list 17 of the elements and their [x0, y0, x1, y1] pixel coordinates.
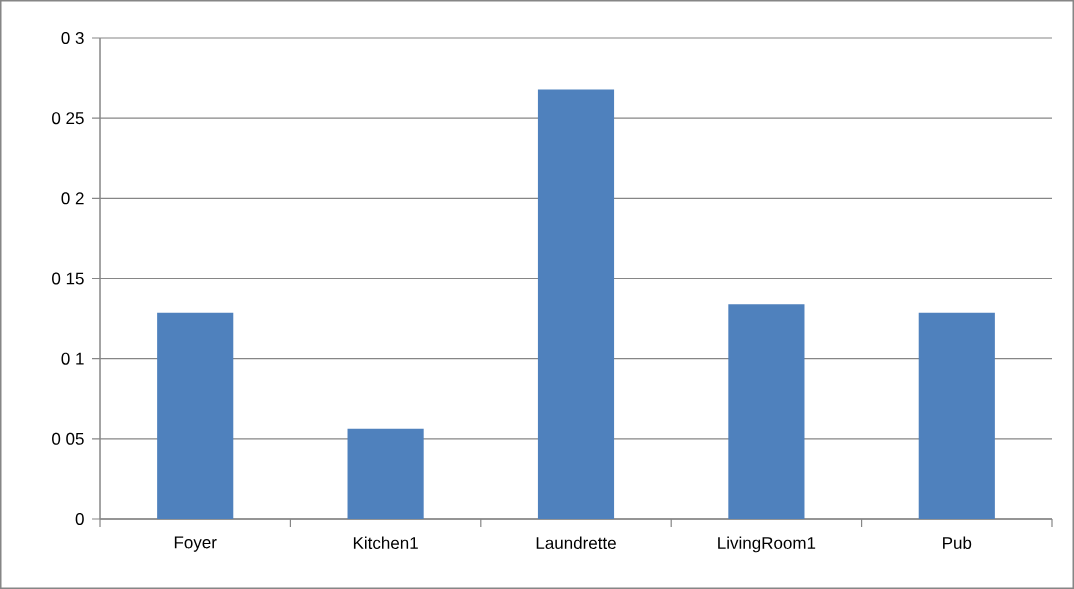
- x-tick-label: Pub: [943, 536, 972, 550]
- text: 0 2: [61, 192, 84, 205]
- bar: [347, 428, 424, 519]
- text: 0 1: [61, 352, 84, 365]
- bar: [537, 89, 615, 519]
- bar: [918, 312, 995, 519]
- bar: [728, 304, 805, 519]
- text: 0 25: [52, 112, 84, 125]
- x-tick-label: Laundrette: [536, 536, 616, 550]
- x-tick-label: Kitchen1: [353, 536, 418, 550]
- x-tick-label: Foyer: [174, 536, 217, 552]
- text: 0 05: [52, 432, 84, 445]
- x-tick-label: LivingRoom1: [718, 536, 816, 553]
- bar: [157, 312, 234, 519]
- text: 0: [75, 512, 84, 526]
- text: 0 3: [61, 31, 84, 45]
- text: 0 15: [52, 272, 84, 285]
